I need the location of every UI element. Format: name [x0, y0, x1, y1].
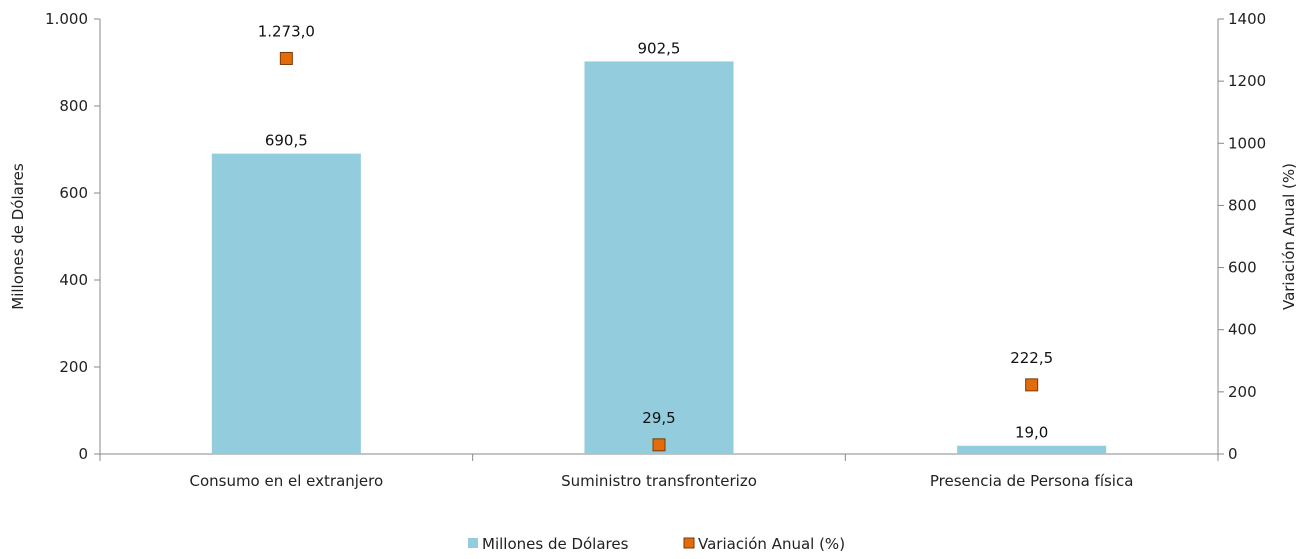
bar	[957, 445, 1107, 454]
marker-value-label: 29,5	[642, 409, 675, 427]
bar-value-label: 902,5	[638, 39, 681, 57]
bar	[584, 61, 734, 454]
right-tick-label: 1200	[1228, 72, 1266, 90]
axes: 0 200 400 600 800 1.000 0 200 400 600 800 1000 1200 1…	[9, 10, 1298, 490]
marker-value-label: 1.273,0	[258, 22, 315, 40]
left-tick-label: 800	[59, 97, 88, 115]
left-tick-label: 200	[59, 358, 88, 376]
y-left-title: Millones de Dólares	[9, 163, 27, 310]
bar	[211, 153, 361, 454]
marker-point	[1025, 378, 1039, 392]
labels: 690,5 902,5 19,0 1.273,0 29,5 222,5	[258, 22, 1053, 441]
right-tick-label: 600	[1228, 259, 1257, 277]
right-tick-label: 400	[1228, 321, 1257, 339]
x-tick-label: Suministro transfronterizo	[561, 472, 757, 490]
left-tick-label: 1.000	[45, 10, 88, 28]
bars	[211, 61, 1107, 454]
left-tick-label: 600	[59, 184, 88, 202]
legend-swatch-bar	[468, 538, 478, 548]
right-tick-label: 1000	[1228, 134, 1266, 152]
right-tick-label: 1400	[1228, 10, 1266, 28]
legend: Millones de Dólares Variación Anual (%)	[468, 535, 845, 553]
legend-swatch-marker	[683, 537, 695, 549]
legend-label: Variación Anual (%)	[698, 535, 845, 553]
left-tick-label: 400	[59, 271, 88, 289]
right-tick-label: 800	[1228, 196, 1257, 214]
left-tick-label: 0	[78, 445, 88, 463]
bar-value-label: 19,0	[1015, 424, 1048, 442]
y-right-title: Variación Anual (%)	[1280, 163, 1298, 310]
marker-point	[279, 51, 293, 65]
x-tick-label: Presencia de Persona física	[930, 472, 1134, 490]
right-tick-label: 0	[1228, 445, 1238, 463]
marker-value-label: 222,5	[1010, 349, 1053, 367]
legend-label: Millones de Dólares	[482, 535, 629, 553]
right-tick-label: 200	[1228, 383, 1257, 401]
marker-point	[652, 438, 666, 452]
markers	[279, 51, 1039, 452]
bar-value-label: 690,5	[265, 132, 308, 150]
x-tick-label: Consumo en el extranjero	[189, 472, 383, 490]
